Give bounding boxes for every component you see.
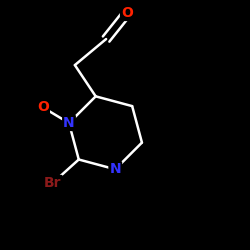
- Text: N: N: [63, 116, 75, 130]
- Text: O: O: [121, 6, 133, 20]
- Text: N: N: [110, 162, 121, 176]
- Text: Br: Br: [44, 176, 62, 190]
- Text: O: O: [37, 100, 49, 114]
